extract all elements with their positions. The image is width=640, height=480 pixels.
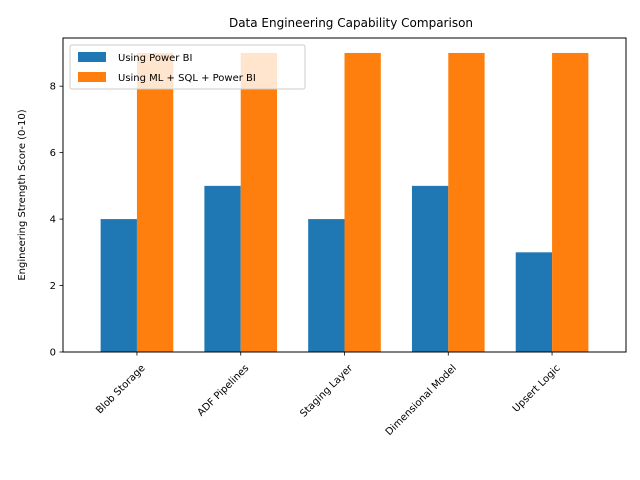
legend-swatch-using-ml-sql-power-bi bbox=[78, 72, 106, 82]
y-tick-label: 4 bbox=[50, 215, 56, 226]
bars-group bbox=[100, 52, 589, 352]
y-axis: 0 2 4 6 8 bbox=[50, 82, 63, 359]
chart-title: Data Engineering Capability Comparison bbox=[229, 16, 473, 30]
y-tick-label: 6 bbox=[50, 148, 56, 159]
bar-using-ml-sql-power-bi-dimensional-model bbox=[448, 52, 485, 352]
x-tick-label-staging-layer: Staging Layer bbox=[298, 362, 355, 419]
y-tick-label: 8 bbox=[50, 82, 56, 93]
bar-using-ml-sql-power-bi-staging-layer bbox=[344, 52, 381, 352]
bar-using-power-bi-staging-layer bbox=[308, 219, 345, 352]
bar-using-power-bi-dimensional-model bbox=[411, 185, 449, 352]
x-tick-label-blob-storage: Blob Storage bbox=[94, 363, 147, 416]
y-tick-label: 0 bbox=[50, 348, 56, 359]
x-tick-label-upsert-logic: Upsert Logic bbox=[511, 363, 563, 415]
legend-frame bbox=[69, 44, 306, 90]
x-axis: Blob Storage ADF Pipelines Staging Layer Di… bbox=[94, 352, 563, 438]
bar-using-power-bi-upsert-logic bbox=[515, 252, 553, 352]
bar-using-ml-sql-power-bi-blob-storage bbox=[136, 52, 174, 352]
x-tick-label-adf-pipelines: ADF Pipelines bbox=[196, 363, 252, 419]
bar-using-power-bi-adf-pipelines bbox=[204, 185, 241, 352]
legend: Using Power BI Using ML + SQL + Power BI bbox=[69, 44, 306, 90]
legend-label-using-power-bi: Using Power BI bbox=[118, 53, 192, 64]
bar-using-power-bi-blob-storage bbox=[100, 219, 137, 352]
legend-swatch-using-power-bi bbox=[78, 52, 106, 62]
y-tick-label: 2 bbox=[50, 281, 56, 292]
y-axis-label: Engineering Strength Score (0-10) bbox=[17, 109, 28, 280]
bar-using-ml-sql-power-bi-adf-pipelines bbox=[240, 52, 278, 352]
legend-label-using-ml-sql-power-bi: Using ML + SQL + Power BI bbox=[118, 73, 256, 84]
bar-using-ml-sql-power-bi-upsert-logic bbox=[552, 52, 589, 352]
x-tick-label-dimensional-model: Dimensional Model bbox=[384, 363, 459, 438]
